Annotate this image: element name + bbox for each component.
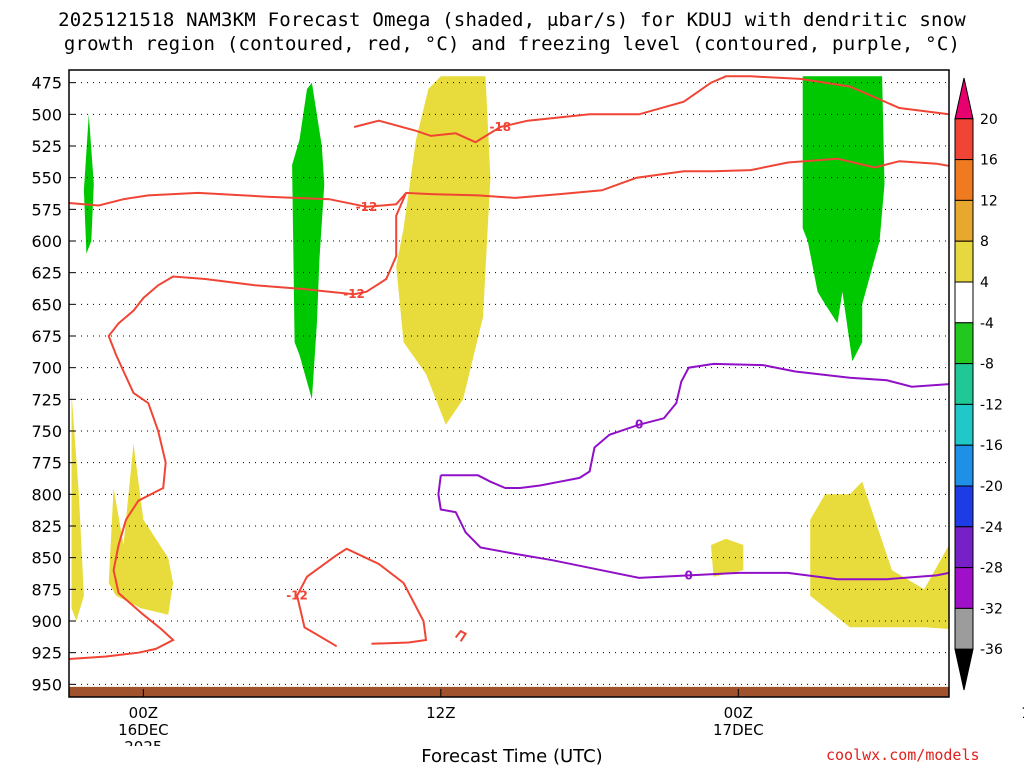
ytick-label-950: 950 <box>31 675 62 694</box>
ytick-label-775: 775 <box>31 454 62 473</box>
colorbar-label-6: -8 <box>980 357 994 373</box>
purple-contour-label-0: 0 <box>635 418 643 432</box>
ytick-label-550: 550 <box>31 169 62 188</box>
purple-contour-1 <box>437 475 949 581</box>
colorbar-swatch-13 <box>954 607 974 650</box>
colorbar-label-5: -4 <box>980 316 994 332</box>
ytick-label-675: 675 <box>31 327 62 346</box>
colorbar-swatch-12 <box>954 567 974 609</box>
ytick-label-925: 925 <box>31 644 62 663</box>
xtick-label-0-1: 16DEC <box>118 721 169 739</box>
colorbar-label-4: 4 <box>980 275 989 291</box>
red-contour-1 <box>69 157 949 208</box>
colorbar-swatch-0 <box>954 77 974 120</box>
x-axis-title: Forecast Time (UTC) <box>421 746 603 767</box>
xtick-label-0-0: 00Z <box>129 704 158 722</box>
omega-region-5 <box>108 443 174 615</box>
red-contour-label-3: -12 <box>286 589 308 603</box>
colorbar-label-11: -28 <box>980 561 1003 577</box>
xtick-label-2-1: 17DEC <box>713 721 764 739</box>
omega-region-1 <box>292 82 325 400</box>
contour-layer: -18 -12 -12 -12 0 0 <box>69 75 949 660</box>
colorbar-swatch-6 <box>954 322 974 365</box>
colorbar-label-9: -20 <box>980 479 1003 495</box>
colorbar-label-3: 8 <box>980 234 989 250</box>
ytick-label-825: 825 <box>31 517 62 536</box>
red-contour-0 <box>353 75 949 144</box>
colorbar-swatch-11 <box>954 526 974 569</box>
colorbar-swatch-7 <box>954 363 974 405</box>
colorbar-swatch-2 <box>954 159 974 201</box>
omega-colorbar: 20 16 12 8 4 -4 -8 -12 -16 -20 -24 -28 -32 -36 <box>954 77 1003 691</box>
colorbar-swatch-4 <box>954 240 974 283</box>
time-axis: 00Z16DEC202512Z00Z17DEC12Z00Z18DEC <box>118 689 1024 746</box>
omega-region-4 <box>71 393 84 621</box>
colorbar-swatch-9 <box>954 444 974 487</box>
ytick-label-650: 650 <box>31 295 62 314</box>
chart-title-line-1: 2025121518 NAM3KM Forecast Omega (shaded… <box>58 9 966 31</box>
ytick-label-625: 625 <box>31 264 62 283</box>
ground-surface <box>69 686 949 697</box>
colorbar-swatch-10 <box>954 485 974 528</box>
xtick-label-2-0: 00Z <box>724 704 753 722</box>
colorbar-label-10: -24 <box>980 520 1003 536</box>
omega-shading-layer <box>71 76 949 629</box>
purple-contour-0 <box>440 362 949 489</box>
plot-frame <box>68 69 950 698</box>
ytick-label-900: 900 <box>31 612 62 631</box>
ytick-label-475: 475 <box>31 74 62 93</box>
colorbar-swatch-3 <box>954 199 974 242</box>
ytick-label-600: 600 <box>31 232 62 251</box>
colorbar-label-1: 16 <box>980 153 998 169</box>
red-contour-3 <box>296 547 428 648</box>
colorbar-label-0: 20 <box>980 112 998 128</box>
credit-link[interactable]: coolwx.com/models <box>826 746 980 764</box>
colorbar-swatch-1 <box>954 118 974 161</box>
colorbar-label-7: -12 <box>980 397 1003 413</box>
ytick-label-525: 525 <box>31 137 62 156</box>
xtick-label-0-2: 2025 <box>124 738 162 746</box>
omega-region-6 <box>396 76 491 425</box>
xtick-label-1-0: 12Z <box>426 704 455 722</box>
purple-contour-label-1: 0 <box>685 568 693 582</box>
ytick-label-800: 800 <box>31 485 62 504</box>
colorbar-swatch-14 <box>954 648 974 691</box>
forecast-chart: -18 -12 -12 -12 0 0 475 500 525 550 575 600 625 650 6… <box>31 69 1024 746</box>
colorbar-label-13: -36 <box>980 642 1003 658</box>
xtick-label-3-0: 12Z <box>1021 704 1024 722</box>
red-contour-4 <box>454 629 468 642</box>
red-contour-label-2: -12 <box>343 287 365 301</box>
ytick-label-500: 500 <box>31 105 62 124</box>
colorbar-label-2: 12 <box>980 193 998 209</box>
omega-region-0 <box>83 114 94 254</box>
red-contour-label-1: -12 <box>356 200 378 214</box>
ytick-label-750: 750 <box>31 422 62 441</box>
colorbar-swatch-8 <box>954 403 974 446</box>
ytick-label-575: 575 <box>31 200 62 219</box>
ytick-label-725: 725 <box>31 390 62 409</box>
colorbar-swatch-5 <box>954 281 974 324</box>
pressure-axis: 475 500 525 550 575 600 625 650 675 700 725 750 775 8… <box>31 74 75 694</box>
colorbar-label-12: -32 <box>980 601 1003 617</box>
ytick-label-850: 850 <box>31 549 62 568</box>
chart-title-line-2: growth region (contoured, red, °C) and f… <box>63 33 961 55</box>
ytick-label-875: 875 <box>31 580 62 599</box>
colorbar-label-8: -16 <box>980 438 1003 454</box>
omega-region-7 <box>711 538 744 577</box>
red-contour-2 <box>69 192 408 660</box>
omega-region-8 <box>810 481 949 629</box>
ytick-label-700: 700 <box>31 359 62 378</box>
omega-region-2 <box>802 76 885 362</box>
red-contour-label-0: -18 <box>489 120 511 134</box>
